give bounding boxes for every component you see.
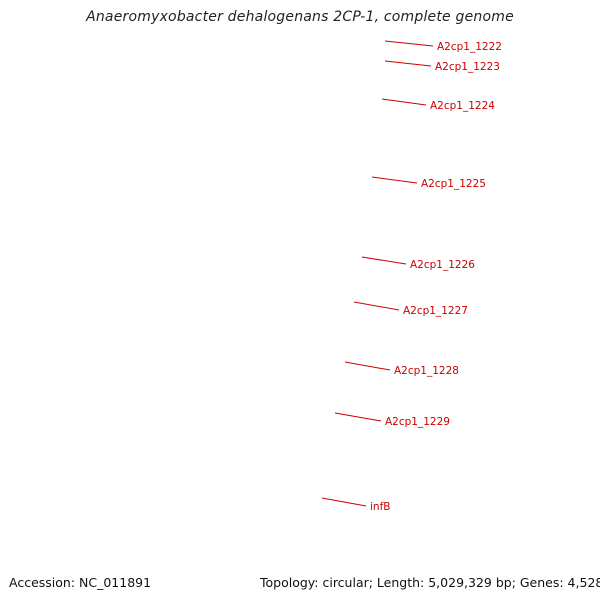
gene-leader-line [384, 60, 432, 67]
map-title: Anaeromyxobacter dehalogenans 2CP-1, com… [86, 9, 514, 25]
gene-label: infB [370, 501, 390, 513]
gene-leader-line [334, 412, 382, 422]
gene-leader-line [361, 256, 407, 265]
accession-label: Accession: NC_011891 [9, 575, 152, 590]
gene-label: A2cp1_1225 [421, 178, 486, 190]
gene-leader-line [381, 98, 427, 106]
gene-leader-line [353, 301, 400, 311]
gene-leader-line [384, 40, 434, 47]
gene-label: A2cp1_1222 [437, 41, 502, 53]
gene-label: A2cp1_1228 [394, 365, 459, 377]
genome-summary-label: Topology: circular; Length: 5,029,329 bp… [260, 575, 600, 590]
gene-leader-line [321, 497, 367, 507]
gene-leader-line [371, 176, 418, 184]
gene-label: A2cp1_1227 [403, 305, 468, 317]
gene-label: A2cp1_1226 [410, 259, 475, 271]
gene-leader-line [344, 361, 391, 371]
gene-label: A2cp1_1224 [430, 100, 495, 112]
gene-label: A2cp1_1223 [435, 61, 500, 73]
gene-label: A2cp1_1229 [385, 416, 450, 428]
